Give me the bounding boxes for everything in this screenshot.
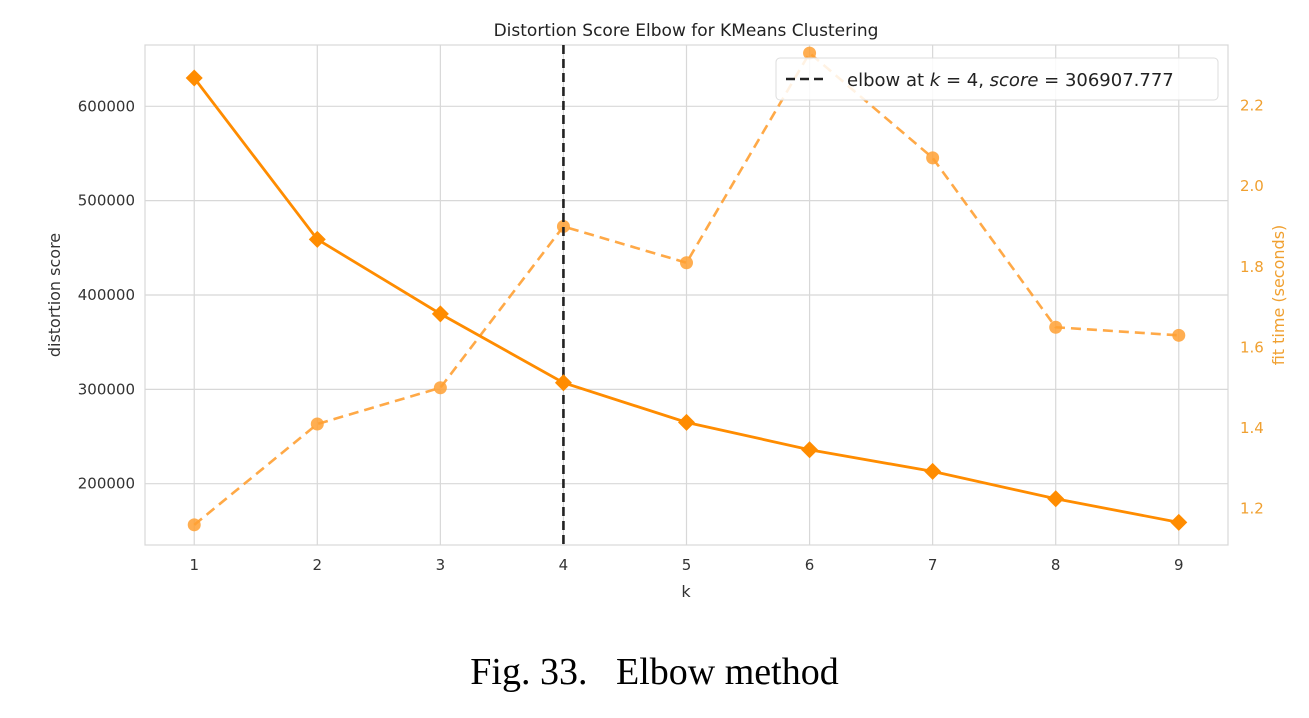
right-y-tick-label: 2.2	[1240, 96, 1264, 114]
figure-caption: Fig. 33. Elbow method	[0, 650, 1309, 694]
x-tick-label: 2	[313, 556, 323, 574]
x-tick-label: 6	[805, 556, 815, 574]
x-tick-label: 8	[1051, 556, 1061, 574]
x-tick-label: 4	[559, 556, 569, 574]
legend: elbow at k = 4, score = 306907.777	[775, 57, 1219, 101]
right-y-tick-label: 2.0	[1240, 177, 1264, 195]
fit-time-point	[803, 46, 817, 60]
fit-time-point	[680, 256, 693, 270]
right-y-axis-label: fit time (seconds)	[1269, 225, 1288, 366]
x-tick-label: 3	[436, 556, 446, 574]
caption-label: Fig. 33.	[470, 651, 588, 693]
caption-text: Elbow method	[616, 651, 839, 693]
right-y-tick-label: 1.4	[1240, 419, 1264, 437]
fit-time-point	[433, 381, 447, 395]
grid	[145, 45, 1228, 545]
y-tick-label: 300000	[78, 380, 135, 398]
right-y-tick-label: 1.6	[1240, 338, 1264, 356]
distortion-point	[1170, 513, 1188, 531]
x-tick-label: 1	[189, 556, 199, 574]
fit-time-point	[556, 219, 570, 233]
fit-time-point	[187, 518, 201, 532]
distortion-point	[801, 441, 819, 459]
x-axis-label: k	[681, 582, 691, 601]
x-tick-label: 5	[682, 556, 692, 574]
y-tick-label: 500000	[78, 192, 135, 210]
distortion-point	[431, 305, 449, 323]
fit-time-point	[1172, 328, 1186, 342]
fit-time-point	[926, 151, 940, 165]
fit-time-point	[310, 417, 324, 431]
distortion-point	[678, 413, 695, 431]
distortion-point	[1047, 490, 1065, 508]
series	[185, 45, 1188, 545]
elbow-chart: Distortion Score Elbow for KMeans Cluste…	[45, 21, 1288, 601]
right-y-tick-label: 1.2	[1240, 500, 1264, 518]
x-tick-label: 9	[1174, 556, 1184, 574]
legend-elbow-label: elbow at k = 4, score = 306907.777	[847, 70, 1174, 91]
fit-time-point	[1049, 320, 1063, 334]
right-y-tick-label: 1.8	[1240, 258, 1264, 276]
y-tick-label: 200000	[78, 475, 135, 493]
axis-ticks: 1 2 3 4 5 6 7 8 9 200000 300000 400000 500000 600000 1…	[78, 96, 1264, 574]
legend-box	[775, 57, 1219, 101]
distortion-point	[924, 462, 942, 480]
distortion-point	[308, 230, 326, 248]
fit-time-line	[193, 51, 1179, 526]
chart-title: Distortion Score Elbow for KMeans Cluste…	[494, 21, 879, 41]
y-tick-label: 600000	[78, 97, 135, 115]
x-tick-label: 7	[928, 556, 938, 574]
y-axis-label: distortion score	[45, 233, 64, 357]
y-tick-label: 400000	[78, 286, 135, 304]
distortion-point	[185, 69, 203, 87]
distortion-point	[554, 374, 572, 392]
